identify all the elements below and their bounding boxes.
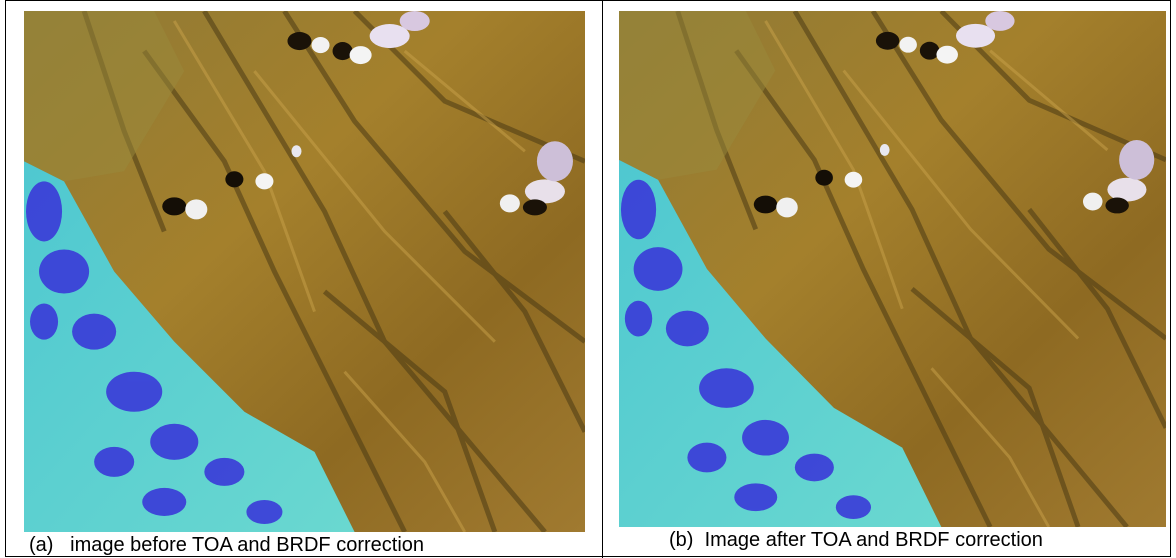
figure: (a) image before TOA and BRDF correction… — [5, 0, 1171, 557]
caption: (b) Image after TOA and BRDF correction — [669, 529, 1043, 552]
divider — [602, 1, 603, 558]
caption-text: image before TOA and BRDF correction — [70, 534, 424, 556]
caption: (a) image before TOA and BRDF correction — [29, 534, 424, 557]
panel-label: (b) — [669, 529, 693, 551]
caption-text: Image after TOA and BRDF correction — [705, 529, 1043, 551]
satellite-image — [24, 11, 585, 532]
panel-label: (a) — [29, 534, 53, 556]
satellite-image — [619, 11, 1166, 527]
